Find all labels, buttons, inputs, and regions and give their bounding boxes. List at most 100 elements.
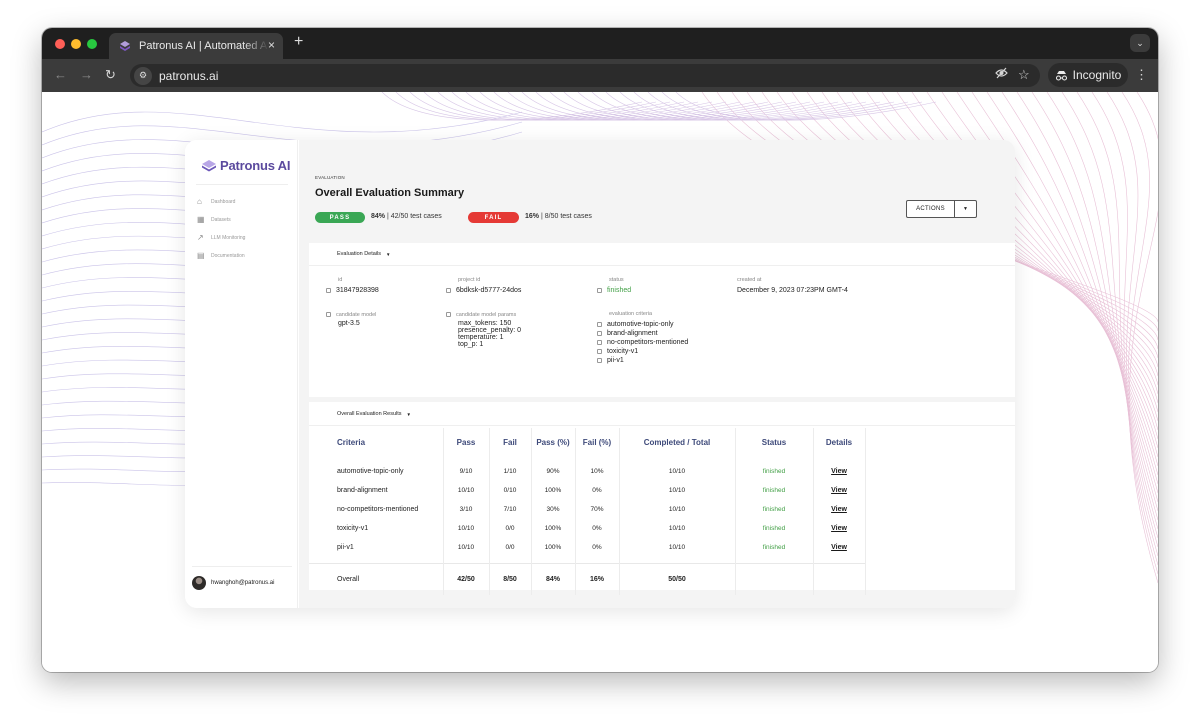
fail-pct-value: 0% — [592, 487, 602, 494]
background-line — [521, 92, 783, 121]
sidebar-item-datasets[interactable]: ▦ Datasets — [197, 216, 231, 224]
view-link[interactable]: View — [831, 506, 847, 513]
background-line — [896, 92, 1158, 440]
evaluation-results-section: Overall Evaluation Results ▼ Criteria Pa… — [309, 402, 1015, 595]
brand-logo[interactable]: Patronus AI — [202, 158, 290, 173]
caret-down-icon[interactable]: ▼ — [963, 206, 968, 212]
incognito-button[interactable]: Incognito — [1048, 63, 1128, 87]
url-text[interactable]: patronus.ai — [159, 68, 219, 83]
copy-icon[interactable] — [446, 312, 451, 317]
criteria-value: toxicity-v1 — [337, 525, 369, 532]
browser-menu-icon[interactable]: ⋮ — [1135, 67, 1148, 82]
forward-arrow-icon[interactable]: → — [80, 67, 93, 82]
completed-value: 10/10 — [668, 525, 686, 532]
sidebar: Patronus AI ⌂ Dashboard ▦ Datasets ↗ LLM… — [185, 140, 298, 608]
copy-icon[interactable] — [326, 288, 331, 293]
background-line — [42, 121, 523, 146]
table-row: toxicity-v1 10/10 0/0 100% 0% 10/10 finished Vi… — [309, 519, 866, 538]
back-arrow-icon[interactable]: ← — [54, 67, 67, 82]
address-bar[interactable]: ⚙ patronus.ai — [130, 64, 1040, 87]
field-evaluation-criteria: evaluation criteria automotive-topic-onl… — [597, 311, 688, 365]
param-item: top_p: 1 — [458, 341, 484, 348]
background-line — [926, 92, 1158, 458]
reload-icon[interactable]: ↻ — [105, 67, 116, 82]
divider — [309, 265, 1015, 266]
bookmark-star-icon[interactable]: ☆ — [1018, 67, 1030, 82]
close-window-button[interactable] — [55, 39, 65, 49]
column-header: Pass — [443, 428, 490, 456]
completed-cell: 10/10 — [619, 538, 736, 557]
background-line — [675, 92, 937, 121]
candidate-model-value: gpt-3.5 — [338, 320, 360, 327]
fail-value: 7/10 — [503, 506, 517, 513]
criteria-item: no-competitors-mentioned — [607, 339, 689, 346]
background-line — [451, 92, 713, 121]
actions-button[interactable]: ACTIONS — [907, 201, 955, 217]
view-link[interactable]: View — [831, 525, 847, 532]
background-line — [633, 92, 895, 121]
sidebar-item-documentation[interactable]: ▤ Documentation — [197, 252, 245, 260]
fail-value: 1/10 — [503, 468, 517, 475]
divider — [192, 566, 292, 567]
view-link[interactable]: View — [831, 487, 847, 494]
table-row: brand-alignment 10/10 0/10 100% 0% 10/10 finis… — [309, 481, 866, 500]
caret-down-icon: ▼ — [386, 251, 391, 257]
section-title: Evaluation Details — [337, 251, 382, 257]
fail-summary: 16% | 8/50 test cases — [525, 213, 592, 220]
field-label: created at — [737, 277, 762, 283]
copy-icon[interactable] — [597, 358, 602, 363]
criteria-cell: brand-alignment — [309, 481, 444, 500]
table-header-row: Criteria Pass Fail Pass (%) Fail (%) Com… — [309, 428, 866, 456]
evaluation-results-toggle[interactable]: Overall Evaluation Results ▼ — [337, 411, 411, 417]
actions-dropdown[interactable]: ACTIONS ▼ — [906, 200, 977, 218]
maximize-window-button[interactable] — [87, 39, 97, 49]
view-link[interactable]: View — [831, 544, 847, 551]
background-line — [563, 92, 825, 121]
pass-value: 10/10 — [457, 544, 475, 551]
fail-pct-cell: 0% — [575, 538, 620, 557]
copy-icon[interactable] — [597, 331, 602, 336]
copy-icon[interactable] — [326, 312, 331, 317]
evaluation-details-toggle[interactable]: Evaluation Details ▼ — [337, 251, 391, 257]
criteria-cell: pii-v1 — [309, 538, 444, 557]
background-line — [423, 92, 685, 121]
user-email: hwanghoh@patronus.ai — [211, 580, 275, 586]
background-line — [1061, 92, 1158, 539]
total-pass: 42/50 — [443, 562, 490, 595]
close-tab-icon[interactable]: × — [267, 38, 275, 52]
new-tab-button[interactable]: + — [294, 33, 304, 50]
copy-icon[interactable] — [597, 349, 602, 354]
eye-off-icon[interactable] — [995, 67, 1008, 82]
copy-icon[interactable] — [597, 288, 602, 293]
tab-search-chevron-icon[interactable]: ⌄ — [1130, 34, 1150, 52]
status-cell: finished — [735, 500, 814, 519]
sidebar-item-dashboard[interactable]: ⌂ Dashboard — [197, 198, 235, 206]
user-profile[interactable]: hwanghoh@patronus.ai — [192, 576, 274, 590]
browser-toolbar: ← → ↻ ⚙ patronus.ai ☆ Incognito ⋮ — [42, 59, 1158, 92]
pass-value: 3/10 — [459, 506, 473, 513]
background-line — [605, 92, 867, 121]
background-line — [1046, 92, 1158, 530]
project-id: 6bdksk-d5777-24dos — [456, 287, 522, 294]
fail-pct-cell: 0% — [575, 519, 620, 538]
site-settings-icon[interactable]: ⚙ — [134, 66, 152, 85]
view-link[interactable]: View — [831, 468, 847, 475]
background-line — [851, 92, 1158, 413]
minimize-window-button[interactable] — [71, 39, 81, 49]
fail-pct-cell: 10% — [575, 462, 620, 481]
copy-icon[interactable] — [597, 340, 602, 345]
chart-line-icon: ↗ — [197, 233, 204, 242]
background-line — [549, 92, 811, 121]
sidebar-item-llm-monitoring[interactable]: ↗ LLM Monitoring — [197, 234, 245, 242]
browser-tab[interactable]: Patronus AI | Automated AI Ev × — [109, 33, 283, 59]
background-line — [1128, 92, 1158, 584]
total-row: Overall 42/50 8/50 84% 16% 50/50 — [309, 562, 866, 595]
background-line — [437, 92, 699, 121]
tab-title: Patronus AI | Automated AI Ev — [139, 40, 269, 52]
completed-value: 10/10 — [668, 487, 686, 494]
background-line — [1076, 92, 1158, 548]
copy-icon[interactable] — [597, 322, 602, 327]
details-cell: View — [813, 519, 866, 538]
copy-icon[interactable] — [446, 288, 451, 293]
page-title: Overall Evaluation Summary — [315, 187, 465, 199]
